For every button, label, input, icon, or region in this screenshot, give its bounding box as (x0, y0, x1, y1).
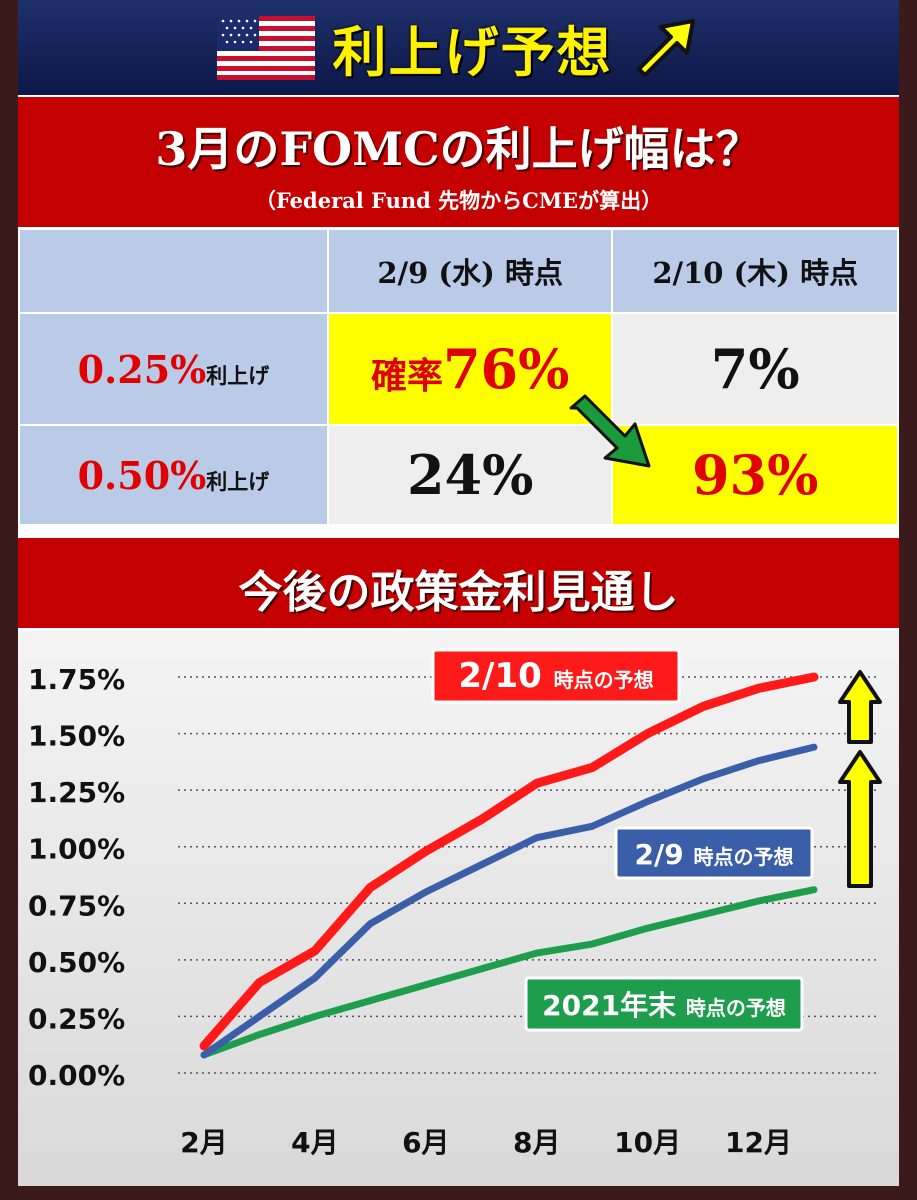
section1-banner: 3月のFOMCの利上げ幅は？ （Federal Fund 先物からCMEが算出） (18, 97, 899, 227)
series-label: 2/9 時点の予想 (635, 838, 794, 871)
y-tick-label: 1.00% (28, 833, 125, 866)
y-tick-label: 0.50% (28, 946, 125, 979)
x-tick-label: 12月 (725, 1126, 792, 1159)
series-label: 2/10 時点の予想 (458, 656, 653, 696)
table-header-row: 2/9 (水) 時点 2/10 (木) 時点 (18, 228, 899, 314)
x-tick-label: 8月 (513, 1126, 560, 1159)
rate-forecast-chart: 0.00% 0.25% 0.50% 0.75% 1.00% 1.25% 1.50% 1.75%… (28, 648, 882, 1159)
table-row: 0.25%利上げ 確率76% 7% (18, 312, 899, 426)
page-title: 利上げ予想 (332, 21, 613, 84)
x-tick-label: 6月 (402, 1126, 449, 1159)
cell-1-0: 24% (326, 424, 614, 526)
series-line (199, 672, 819, 1051)
section1-subtitle: （Federal Fund 先物からCMEが算出） (254, 188, 663, 213)
y-tick-label: 1.50% (28, 720, 125, 753)
probability-table: 2/9 (水) 時点 2/10 (木) 時点 0.25%利上げ 確率76% 7%… (18, 228, 899, 526)
row-label-1: 0.50%利上げ (18, 424, 329, 526)
table-row: 0.50%利上げ 24% 93% (18, 424, 899, 526)
up-arrow-icon (838, 670, 882, 744)
cell-value: 76% (442, 337, 570, 401)
series-line (200, 886, 818, 1059)
chart-area: 0.00% 0.25% 0.50% 0.75% 1.00% 1.25% 1.50% 1.75%… (18, 630, 899, 1186)
us-flag-icon (216, 15, 315, 80)
col-header-1: 2/10 (木) 時点 (611, 228, 899, 314)
cell-1-1: 93% (611, 424, 899, 526)
series-label-box (524, 976, 804, 1032)
shift-arrow-icon (569, 394, 651, 468)
cell-0-1: 7% (611, 312, 899, 426)
y-tick-label: 0.25% (28, 1002, 125, 1035)
x-tick-label: 2月 (180, 1126, 227, 1159)
y-tick-label: 1.75% (28, 663, 125, 696)
section2-title: 今後の政策金利見通し (238, 567, 679, 618)
row-rate: 0.50% (77, 452, 207, 498)
row-rate: 0.25% (77, 346, 207, 392)
series-label-box (614, 826, 814, 880)
x-tick-label: 10月 (614, 1126, 681, 1159)
series-label: 2021年末 時点の予想 (542, 989, 786, 1022)
y-tick-label: 1.25% (28, 776, 125, 809)
series-label-box (431, 648, 681, 704)
row-label-0: 0.25%利上げ (18, 312, 329, 426)
section1-title: 3月のFOMCの利上げ幅は？ (155, 122, 762, 176)
row-suffix: 利上げ (206, 363, 270, 388)
y-tick-label: 0.75% (28, 889, 125, 922)
x-tick-label: 4月 (291, 1126, 338, 1159)
series-line (200, 743, 818, 1059)
section2-banner: 今後の政策金利見通し (18, 538, 899, 628)
cell-prefix: 確率 (370, 355, 443, 397)
cell-0-0: 確率76% (326, 312, 614, 426)
up-arrow-icon (636, 18, 695, 77)
y-tick-label: 0.00% (28, 1059, 125, 1092)
col-header-0: 2/9 (水) 時点 (326, 228, 614, 314)
table-corner (18, 228, 329, 314)
header-bar: 利上げ予想 (18, 0, 899, 95)
row-suffix: 利上げ (206, 469, 270, 494)
up-arrow-icon (838, 750, 882, 888)
